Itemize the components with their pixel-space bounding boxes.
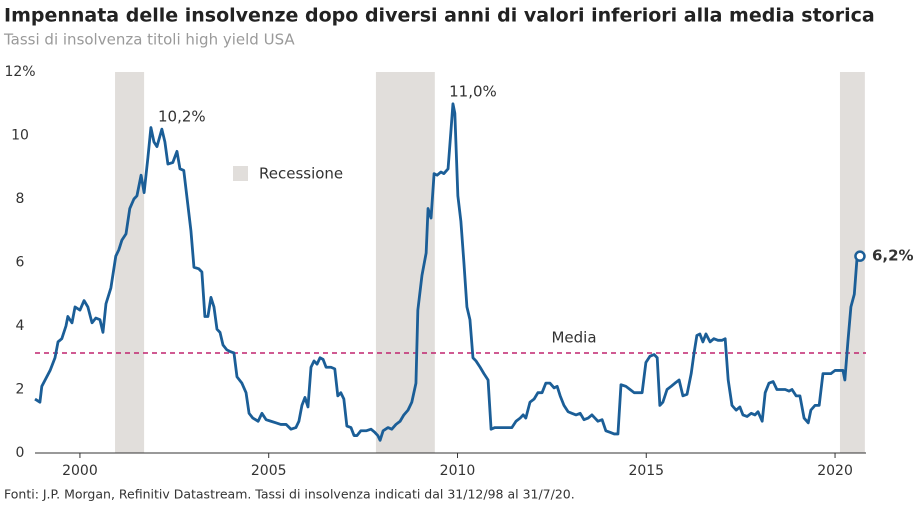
x-tick-label: 2020 bbox=[817, 463, 853, 479]
y-tick-label: 6 bbox=[16, 255, 25, 271]
average-label: Media bbox=[551, 328, 596, 346]
y-tick-label: 4 bbox=[16, 318, 25, 334]
y-tick-label: 8 bbox=[16, 191, 25, 207]
chart-title: Impennata delle insolvenze dopo diversi … bbox=[4, 5, 875, 27]
end-label: 6,2% bbox=[872, 247, 914, 265]
end-marker bbox=[854, 250, 866, 262]
peak-label: 10,2% bbox=[158, 108, 206, 126]
legend-label: Recessione bbox=[259, 165, 343, 183]
peak-label: 11,0% bbox=[449, 82, 497, 100]
y-tick-label: 0 bbox=[16, 445, 25, 461]
source-note: Fonti: J.P. Morgan, Refinitiv Datastream… bbox=[4, 487, 575, 502]
x-tick-label: 2010 bbox=[440, 463, 476, 479]
y-tick-label: 10 bbox=[11, 128, 29, 144]
recession-band bbox=[115, 72, 145, 453]
chart-subtitle: Tassi di insolvenza titoli high yield US… bbox=[3, 31, 295, 49]
x-tick-label: 2000 bbox=[62, 463, 98, 479]
y-tick-label: 12% bbox=[4, 64, 35, 80]
recession-band bbox=[375, 72, 435, 453]
x-tick-label: 2005 bbox=[251, 463, 287, 479]
recession-band bbox=[839, 72, 865, 453]
x-tick-label: 2015 bbox=[628, 463, 664, 479]
legend-swatch bbox=[233, 166, 248, 181]
y-tick-label: 2 bbox=[16, 382, 25, 398]
data-line bbox=[34, 102, 861, 442]
